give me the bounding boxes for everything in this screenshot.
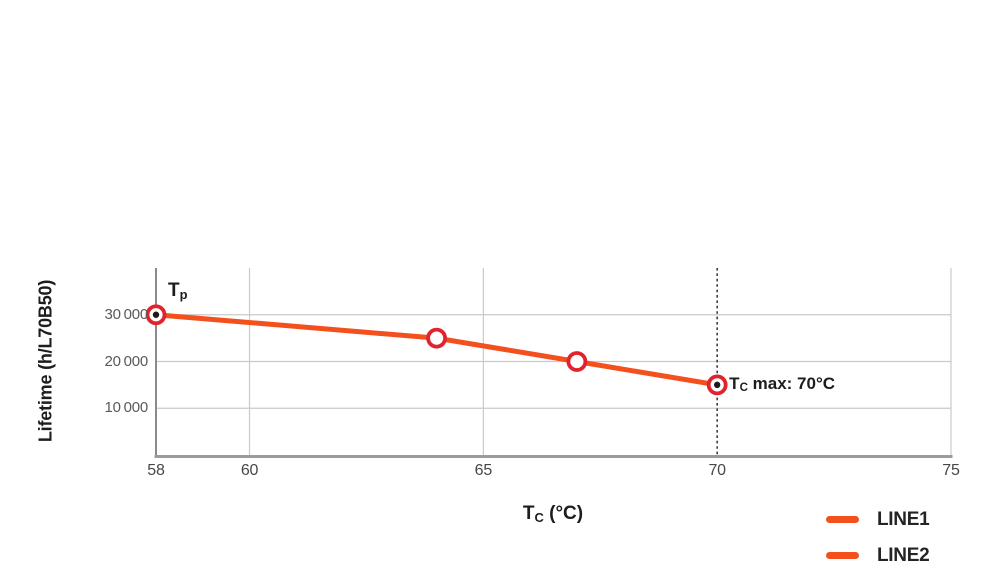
data-point-marker <box>426 327 447 349</box>
data-point-marker <box>566 351 588 372</box>
y-tick-label: 20 000 <box>104 352 148 370</box>
annotation-tp: Tp <box>168 280 188 302</box>
data-point-dot <box>152 311 160 318</box>
data-point-dot <box>713 381 721 389</box>
annotation-tc-max-main: T <box>729 373 740 393</box>
annotation-tc-max: TC max: 70°C <box>729 373 836 395</box>
x-axis-title: TC (°C) <box>523 503 583 525</box>
x-tick-label: 70 <box>708 462 726 479</box>
annotation-tc-max-rest: max: 70°C <box>747 373 836 393</box>
legend-item-line1: LINE1 <box>826 508 930 531</box>
x-tick-label: 65 <box>474 462 493 479</box>
legend-item-line2: LINE2 <box>826 544 930 567</box>
y-tick-label: 30 000 <box>104 305 148 323</box>
annotation-tp-main: T <box>168 279 180 301</box>
x-axis-title-sub: C <box>534 509 544 525</box>
x-tick-label: 75 <box>942 462 960 479</box>
series-line-line1 <box>153 312 720 388</box>
legend-swatch <box>826 516 859 523</box>
annotation-tp-sub: p <box>179 286 188 302</box>
x-tick-label: 58 <box>147 462 165 479</box>
annotation-tc-max-sub: C <box>739 382 748 395</box>
x-tick-label: 60 <box>240 462 259 479</box>
legend-label: LINE2 <box>877 544 930 566</box>
y-tick-label: 10 000 <box>104 399 148 417</box>
legend: LINE1 LINE2 <box>826 508 930 567</box>
y-axis-title: Lifetime (h/L70B50) <box>35 279 56 443</box>
legend-label: LINE1 <box>877 508 930 530</box>
legend-swatch <box>826 552 859 559</box>
x-axis-title-rest: (°C) <box>543 503 584 524</box>
x-axis-title-main: T <box>522 503 535 524</box>
